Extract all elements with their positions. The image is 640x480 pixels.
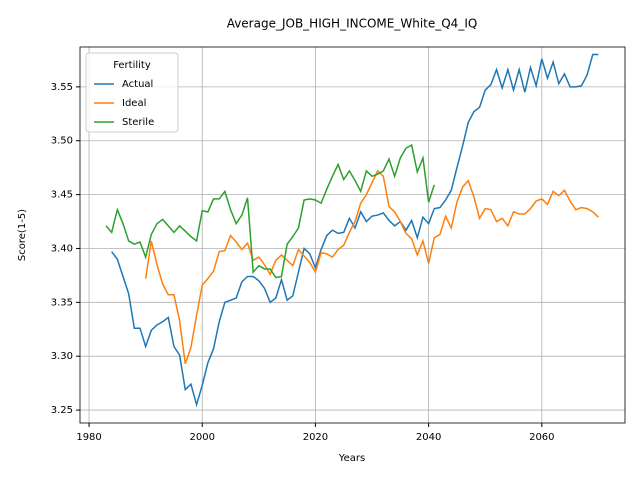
chart-title: Average_JOB_HIGH_INCOME_White_Q4_IQ [227,17,478,31]
y-tick-label: 3.55 [51,82,73,93]
x-tick-label: 2060 [529,432,554,443]
legend-label: Ideal [122,98,146,109]
legend-box [85,52,179,133]
legend-label: Sterile [122,117,154,128]
x-tick-label: 1980 [76,432,101,443]
legend-label: Actual [122,79,153,90]
x-axis-label: Years [338,453,365,464]
legend-title: Fertility [113,60,151,71]
y-tick-label: 3.50 [51,136,73,147]
x-tick-label: 2000 [190,432,215,443]
y-tick-label: 3.40 [51,243,73,254]
line-series [144,169,599,364]
y-tick-label: 3.30 [51,351,73,362]
x-tick-label: 2020 [303,432,328,443]
y-tick-label: 3.25 [51,405,73,416]
x-tick-label: 2040 [416,432,441,443]
y-tick-label: 3.45 [51,190,73,201]
y-axis-label: Score(1-5) [17,209,28,261]
plot-frame [79,46,626,424]
line-series [105,143,435,279]
line-series [111,53,599,408]
y-tick-label: 3.35 [51,297,73,308]
